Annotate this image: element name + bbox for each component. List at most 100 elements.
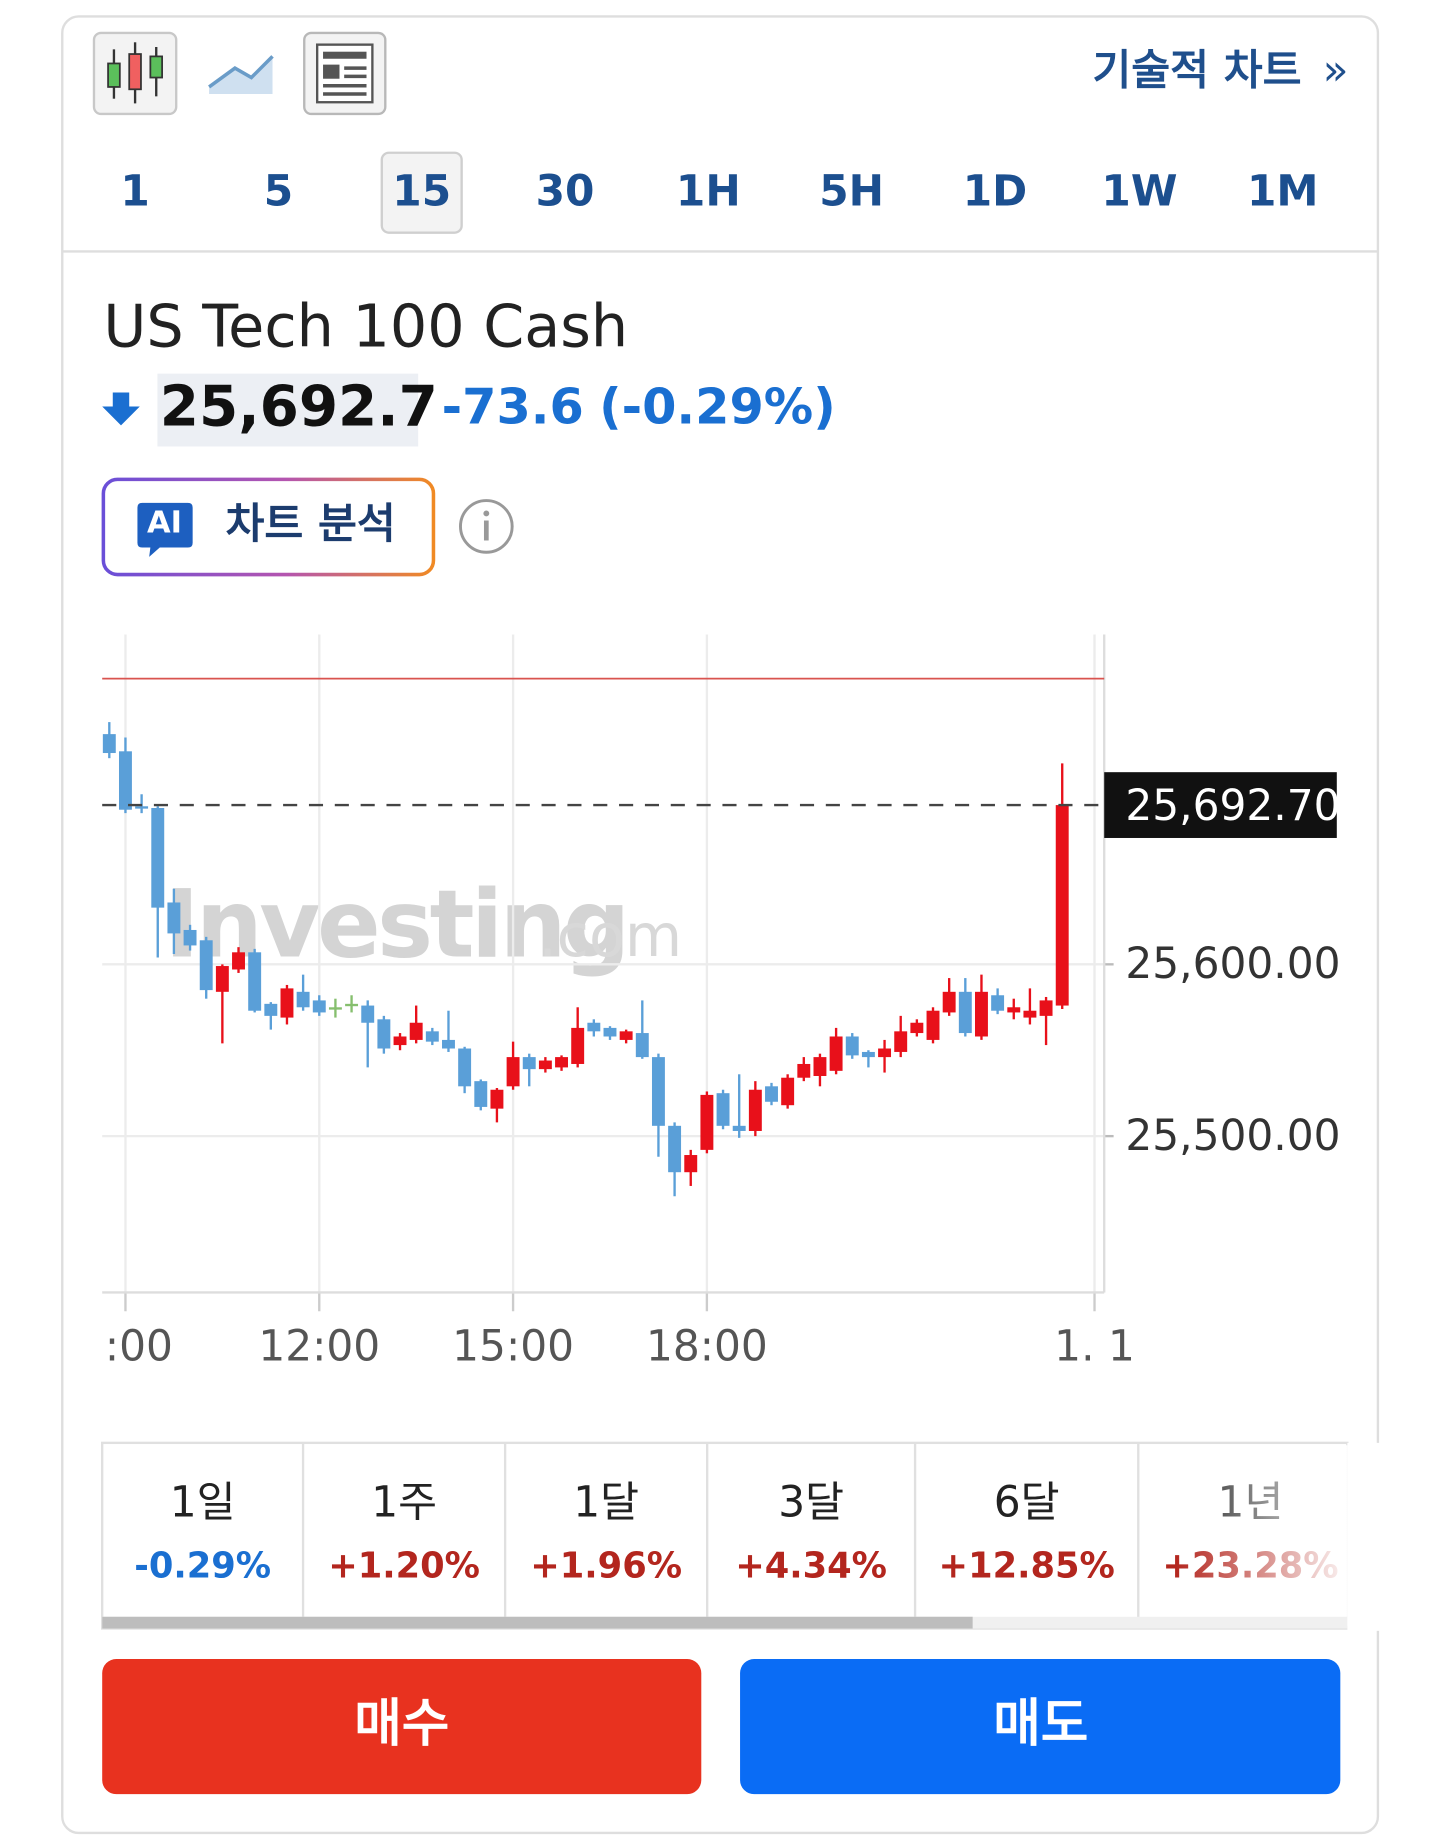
candle-body xyxy=(135,806,149,809)
link-arrow[interactable]: » xyxy=(1323,45,1349,94)
period-label[interactable]: 1일 xyxy=(170,1478,236,1527)
candle-body xyxy=(651,1057,665,1126)
price-highlight xyxy=(157,373,419,447)
candle-body xyxy=(684,1155,698,1173)
candle-body xyxy=(458,1048,472,1087)
price-change: -73.6 xyxy=(442,378,584,436)
candle-body xyxy=(425,1031,439,1042)
candle-body xyxy=(942,991,956,1013)
timeframe-button[interactable]: 5H xyxy=(819,166,884,215)
sell-button[interactable]: 매도 xyxy=(740,1659,1341,1795)
x-tick-label: 9:00 xyxy=(78,1321,173,1370)
timeframe-button[interactable]: 30 xyxy=(536,166,595,215)
buy-label[interactable]: 매수 xyxy=(354,1694,449,1754)
period-change[interactable]: +1.20% xyxy=(328,1545,480,1586)
period-change[interactable]: +4.34% xyxy=(735,1545,887,1586)
page-edge-fade xyxy=(1347,1442,1383,1631)
candle-body xyxy=(328,1007,342,1010)
line-view-button[interactable] xyxy=(208,55,274,94)
candle-body xyxy=(264,1003,278,1016)
candle-body xyxy=(975,991,988,1037)
candle-body xyxy=(345,1003,359,1007)
y-tick-label: 25,600.00 xyxy=(1125,939,1340,988)
timeframe-button[interactable]: 15 xyxy=(392,166,451,215)
candle-body xyxy=(910,1022,924,1034)
performance-table: 1일 -0.29% 1주 +1.20% 1달 +1.96% 3달 +4.34% 6달 +12.85… xyxy=(101,1441,1349,1630)
candle-body xyxy=(232,952,245,970)
timeframe-button[interactable]: 5 xyxy=(264,166,293,215)
fade-edge xyxy=(1174,1445,1348,1627)
candle-body xyxy=(183,929,197,946)
candle-body xyxy=(878,1048,892,1058)
technical-chart-link[interactable]: 기술적 차트 xyxy=(1092,45,1301,94)
candle-view-button[interactable] xyxy=(92,31,178,116)
buy-button[interactable]: 매수 xyxy=(102,1659,702,1795)
candle-body xyxy=(619,1031,633,1040)
period-label[interactable]: 1달 xyxy=(573,1478,639,1527)
candle-body xyxy=(555,1057,568,1068)
period-change[interactable]: +1.96% xyxy=(530,1545,682,1586)
candle-body xyxy=(312,1000,326,1013)
candle-body xyxy=(635,1033,649,1058)
candle-body xyxy=(393,1036,407,1046)
timeframe-button[interactable]: 1W xyxy=(1101,166,1177,215)
candle-body xyxy=(958,991,972,1034)
x-tick-label: 18:00 xyxy=(646,1321,768,1370)
candle-body xyxy=(280,988,294,1018)
candle-body xyxy=(248,952,262,1011)
candle-body xyxy=(716,1093,730,1126)
candle-body xyxy=(199,940,213,991)
candle-body xyxy=(781,1077,795,1106)
x-tick-label: 15:00 xyxy=(452,1321,574,1370)
timeframe-button[interactable]: 1M xyxy=(1247,166,1318,215)
candle-body xyxy=(215,966,229,992)
candle-body xyxy=(845,1036,859,1056)
period-label[interactable]: 3달 xyxy=(778,1478,844,1527)
y-tick-label: 25,500.00 xyxy=(1125,1111,1340,1160)
ai-label: 차트 분석 xyxy=(226,499,396,548)
down-arrow xyxy=(102,392,140,426)
candle-body xyxy=(991,995,1005,1011)
last-price-box xyxy=(1104,772,1337,838)
watermark-suffix: .com xyxy=(538,901,682,970)
period-change[interactable]: +12.85% xyxy=(939,1545,1115,1586)
candle-body xyxy=(442,1039,455,1049)
candle-body xyxy=(748,1089,762,1131)
timeframe-row: 1 5 15 30 1H 5H 1D 1W 1M xyxy=(120,151,1319,234)
active-timeframe-box xyxy=(380,151,463,234)
info-icon[interactable] xyxy=(459,499,514,554)
candle-body xyxy=(151,807,165,908)
candle-body xyxy=(377,1019,391,1049)
candle-body xyxy=(571,1027,585,1064)
candle-body xyxy=(102,734,116,754)
scroll-thumb xyxy=(102,1616,973,1629)
timeframe-button[interactable]: 1 xyxy=(120,166,149,215)
candle-body xyxy=(765,1086,778,1102)
period-label[interactable]: 1주 xyxy=(371,1478,437,1527)
candle-body xyxy=(587,1022,601,1032)
price-change-percent: (-0.29%) xyxy=(599,378,836,436)
candle-body xyxy=(813,1057,827,1077)
news-view-button[interactable] xyxy=(303,31,387,116)
period-change[interactable]: -0.29% xyxy=(134,1545,271,1586)
timeframe-button[interactable]: 1D xyxy=(963,166,1028,215)
ai-chart-analysis-button[interactable]: AI 차트 분석 xyxy=(101,477,436,577)
candle-body xyxy=(296,991,310,1008)
candle-body xyxy=(603,1027,617,1037)
candle-body xyxy=(538,1060,552,1070)
instrument-name: US Tech 100 Cash xyxy=(103,291,628,360)
candle-body xyxy=(1023,1010,1037,1018)
sell-label[interactable]: 매도 xyxy=(993,1694,1088,1754)
timeframe-button[interactable]: 1H xyxy=(676,166,741,215)
candle-body xyxy=(894,1031,908,1052)
last-price-label: 25,692.70 xyxy=(1125,781,1340,830)
candle-body xyxy=(861,1051,875,1058)
candle-body xyxy=(1055,805,1069,1006)
period-label[interactable]: 6달 xyxy=(994,1478,1060,1527)
candle-body xyxy=(1007,1007,1021,1013)
candle-body xyxy=(926,1010,940,1040)
candle-body xyxy=(668,1125,682,1173)
card xyxy=(61,15,1380,1835)
